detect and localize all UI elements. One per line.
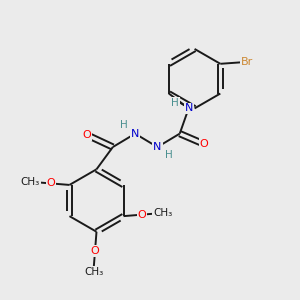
Text: CH₃: CH₃ (84, 267, 103, 277)
Text: H: H (120, 120, 128, 130)
Text: N: N (131, 129, 139, 139)
Text: O: O (82, 130, 91, 140)
Text: H: H (171, 98, 179, 108)
Text: N: N (184, 103, 193, 113)
Text: N: N (153, 142, 162, 152)
Text: O: O (138, 210, 146, 220)
Text: H: H (165, 150, 172, 161)
Text: CH₃: CH₃ (153, 208, 172, 218)
Text: O: O (200, 139, 208, 149)
Text: CH₃: CH₃ (21, 177, 40, 187)
Text: Br: Br (241, 57, 253, 67)
Text: O: O (47, 178, 56, 188)
Text: O: O (91, 246, 99, 256)
